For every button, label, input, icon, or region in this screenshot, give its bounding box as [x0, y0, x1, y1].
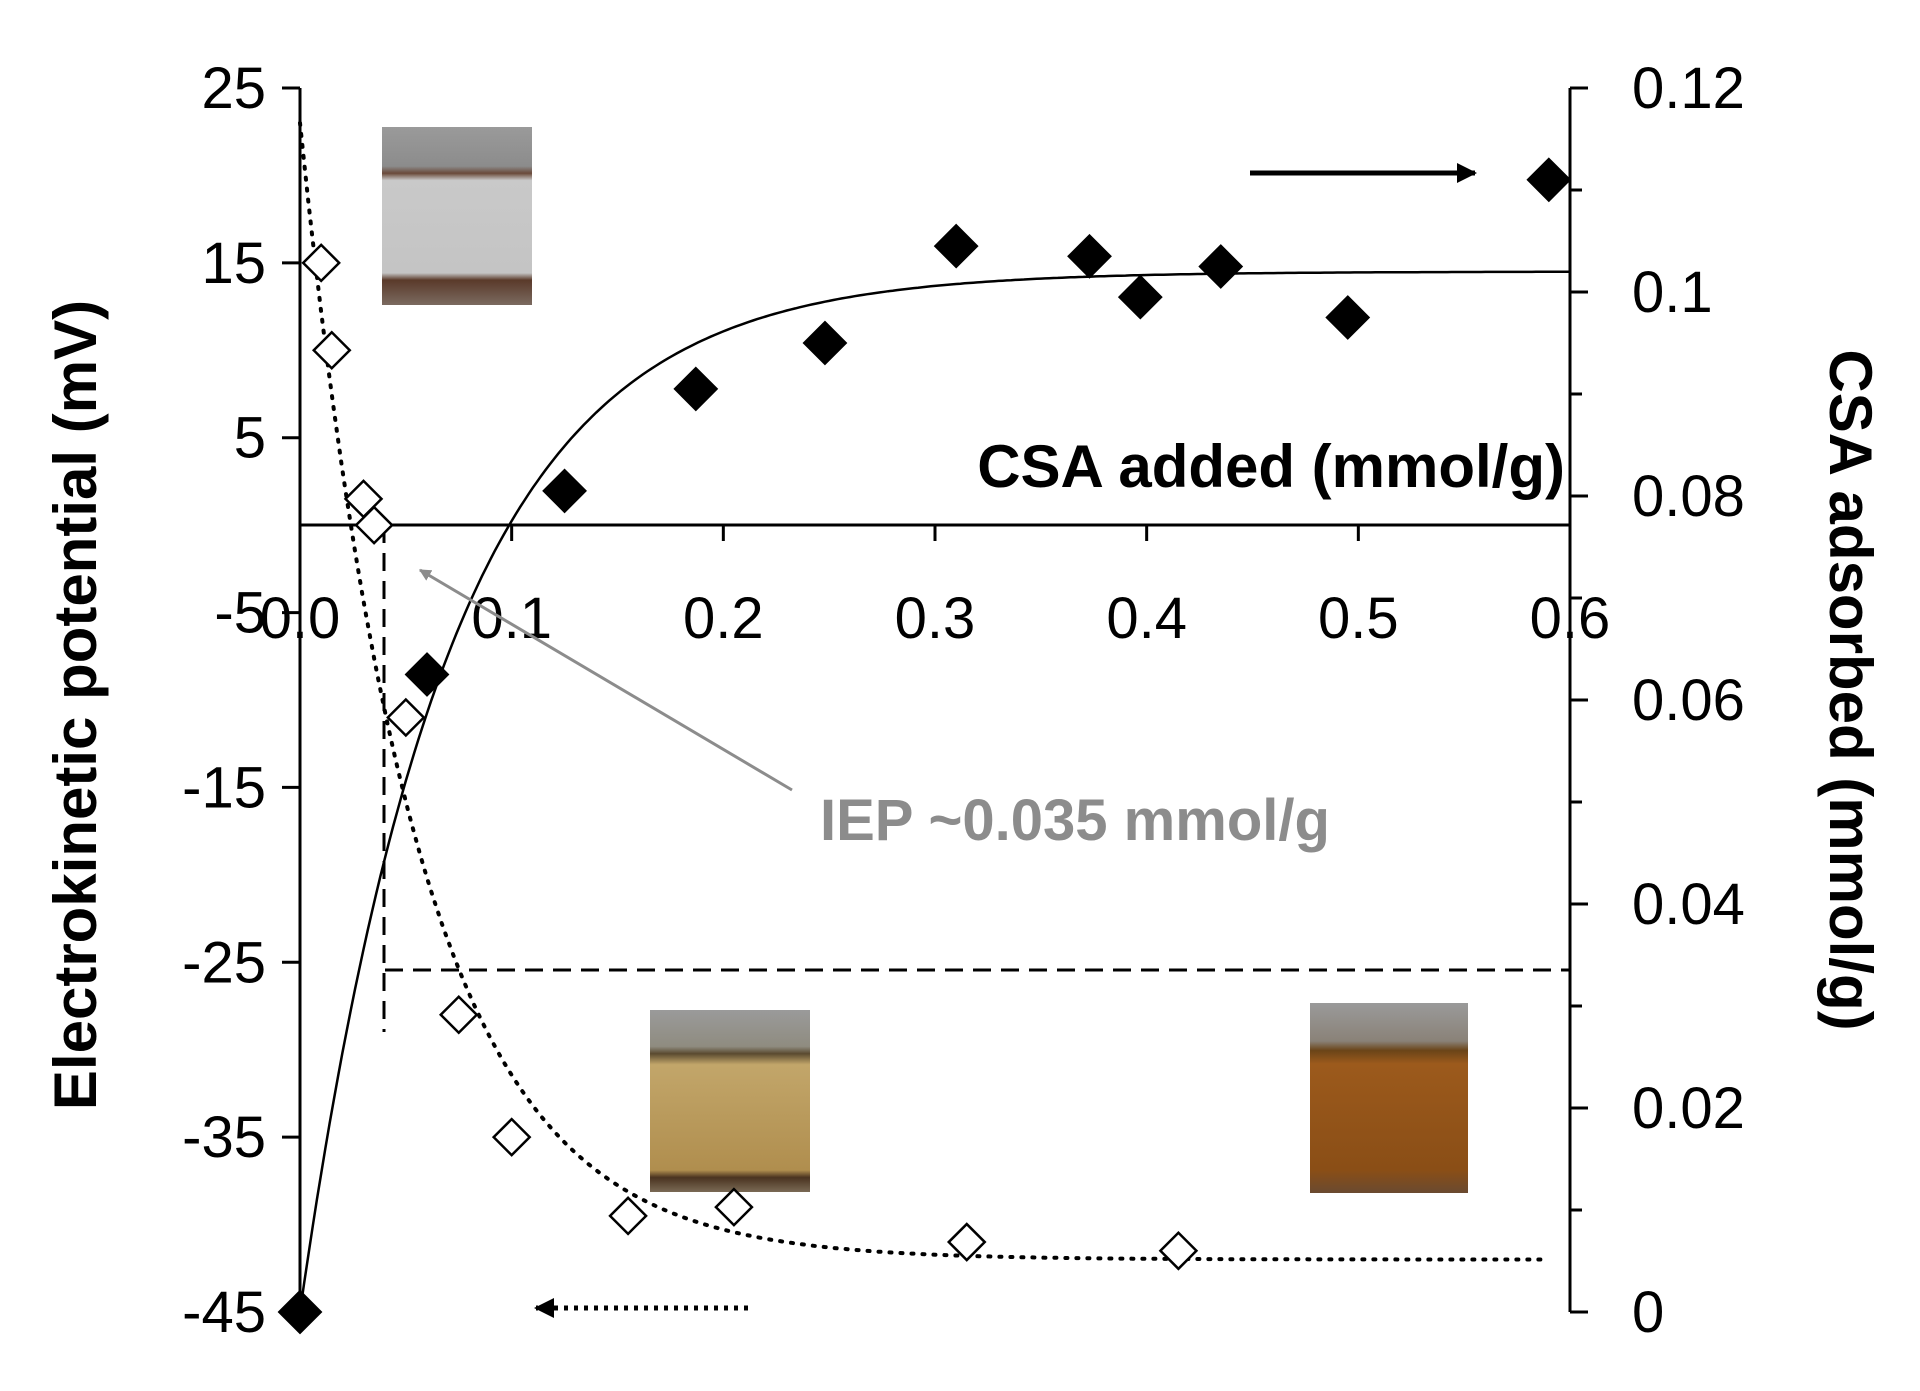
potential-point	[354, 505, 394, 545]
adsorbed-point	[933, 223, 979, 269]
tick-marks	[282, 86, 1588, 1314]
potential-point	[438, 994, 479, 1035]
potential-point	[946, 1222, 987, 1262]
y-left-tick-label: 5	[234, 406, 266, 471]
potential-point	[491, 1117, 532, 1157]
y-left-tick-label: 15	[201, 231, 266, 296]
adsorbed-point	[1117, 274, 1163, 320]
y-right-axis-title: CSA adsorbed (mmol/g)	[1817, 349, 1884, 1030]
iep-annotation: IEP ~0.035 mmol/g	[820, 788, 1330, 853]
y-left-tick-label: -15	[182, 755, 266, 820]
y-right-tick-label: 0.02	[1632, 1076, 1745, 1141]
vial-photo-high	[1310, 1003, 1468, 1193]
y-left-tick-label: -45	[182, 1280, 266, 1345]
x-tick-label: 0.5	[1318, 586, 1399, 651]
adsorbed-point	[1325, 295, 1371, 340]
adsorbed-point	[802, 320, 848, 366]
x-axis-title: CSA added (mmol/g)	[977, 433, 1565, 500]
x-tick-label: 0.4	[1106, 586, 1187, 651]
y-right-tick-label: 0.1	[1632, 260, 1713, 325]
tick-labels: 25 15 5 -5 -15 -25 -35 -45 0.12 0.1 0.08 0.06 0.04 0.…	[182, 56, 1745, 1345]
potential-point	[714, 1187, 754, 1227]
x-tick-label: 0.3	[895, 586, 976, 651]
x-tick-label: 0.2	[683, 586, 764, 651]
potential-point	[301, 243, 341, 283]
y-left-tick-label: -35	[182, 1105, 266, 1170]
y-right-tick-label: 0	[1632, 1280, 1664, 1345]
potential-point	[1158, 1231, 1199, 1271]
y-left-tick-label: -5	[214, 581, 266, 646]
adsorbed-point	[1067, 233, 1112, 279]
x-tick-label: 0.0	[260, 586, 341, 651]
adsorbed-point	[277, 1289, 323, 1335]
data-points	[277, 157, 1572, 1335]
adsorbed-point	[404, 652, 450, 697]
y-right-tick-label: 0.08	[1632, 464, 1745, 529]
y-right-tick-label: 0.06	[1632, 668, 1745, 733]
potential-point	[608, 1196, 648, 1236]
x-tick-label: 0.6	[1530, 586, 1611, 651]
adsorption-fit-curve	[298, 270, 1570, 1313]
y-right-tick-label: 0.04	[1632, 872, 1745, 937]
potential-point	[311, 330, 352, 371]
adsorbed-point	[1526, 157, 1572, 203]
y-right-tick-label: 0.12	[1632, 56, 1745, 121]
iep-pointer-arrow	[418, 568, 793, 792]
y-left-tick-label: -25	[182, 930, 266, 995]
vial-photo-mid	[650, 1010, 810, 1192]
adsorbed-point	[542, 468, 587, 514]
adsorbed-point	[1198, 244, 1244, 289]
adsorbed-point	[673, 366, 719, 412]
y-left-axis-title: Electrokinetic potential (mV)	[42, 300, 109, 1110]
potential-point	[386, 697, 426, 738]
vial-photo-low	[382, 127, 532, 305]
potential-fit-curve	[298, 121, 1551, 1262]
y-left-tick-label: 25	[201, 56, 266, 121]
